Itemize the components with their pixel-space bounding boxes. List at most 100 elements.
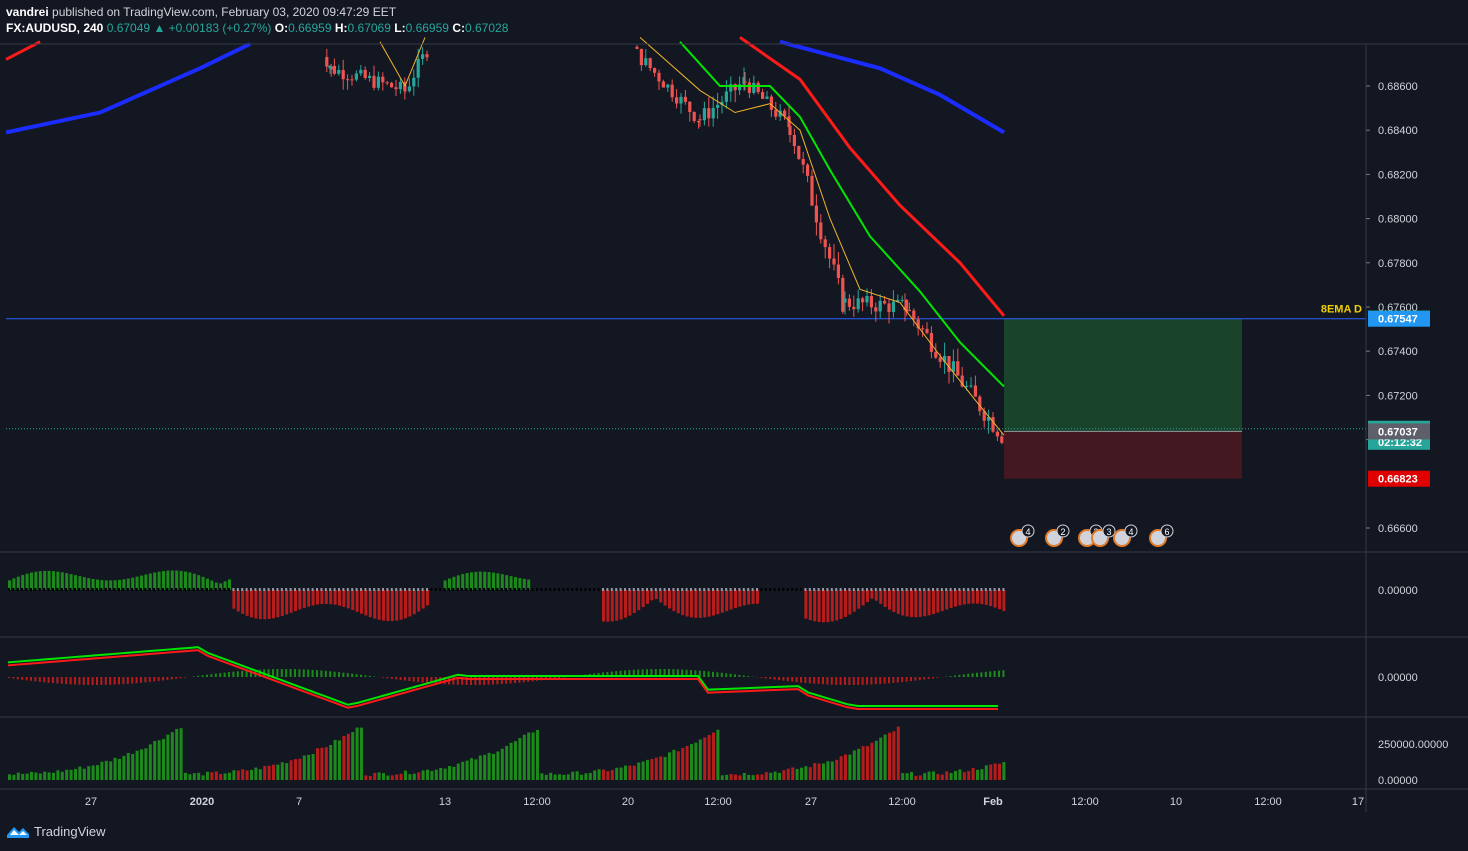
macd-histogram-bar xyxy=(949,676,952,677)
squeeze-dot xyxy=(989,588,992,591)
squeeze-dot xyxy=(949,588,952,591)
squeeze-dot xyxy=(918,588,921,591)
volume-bar xyxy=(879,737,883,780)
macd-histogram-bar xyxy=(628,670,631,677)
time-tick-label: 13 xyxy=(439,796,451,808)
macd-histogram-bar xyxy=(712,671,714,677)
candle xyxy=(648,58,652,69)
macd-histogram-bar xyxy=(232,671,235,677)
volume-bar xyxy=(540,773,544,780)
macd-histogram-bar xyxy=(131,677,134,684)
histogram-bar xyxy=(940,590,944,612)
tradingview-logo[interactable]: TradingView xyxy=(6,823,106,839)
macd-histogram-bar xyxy=(817,677,820,684)
squeeze-dot xyxy=(135,588,138,591)
squeeze-dot xyxy=(140,588,142,591)
macd-histogram-bar xyxy=(386,677,389,679)
candle xyxy=(328,65,332,69)
price-tick-label: 0.67800 xyxy=(1378,258,1418,270)
squeeze-dot xyxy=(729,588,732,591)
volume-bar xyxy=(870,742,874,780)
squeeze-dot xyxy=(905,588,908,591)
volume-bar xyxy=(329,745,333,780)
macd-histogram-bar xyxy=(478,677,481,685)
squeeze-dot xyxy=(954,588,956,591)
histogram-bar xyxy=(368,590,372,618)
squeeze-dot xyxy=(874,588,877,591)
volume-bar xyxy=(333,739,337,780)
price-label-text: 02:12:32 xyxy=(1378,437,1422,449)
macd-histogram-bar xyxy=(500,677,503,685)
macd-histogram-bar xyxy=(456,677,459,685)
histogram-bar xyxy=(175,570,179,590)
position-tool[interactable] xyxy=(1004,318,1242,479)
squeeze-dot xyxy=(861,588,864,591)
author-name[interactable]: vandrei xyxy=(6,5,49,19)
macd-histogram-bar xyxy=(654,669,657,677)
squeeze-dot xyxy=(676,588,679,591)
histogram-bar xyxy=(289,590,293,613)
squeeze-dot xyxy=(663,588,666,591)
histogram-bar xyxy=(830,590,834,622)
squeeze-dot xyxy=(430,588,433,591)
symbol-label[interactable]: FX:AUDUSD, 240 xyxy=(6,21,104,35)
candle xyxy=(761,92,765,99)
candle xyxy=(783,110,787,117)
ema-blue-line xyxy=(5,42,251,135)
histogram-bar xyxy=(232,590,236,609)
histogram-bar xyxy=(962,590,966,605)
price-label-text: 0.67547 xyxy=(1378,314,1418,326)
last-price: 0.67049 xyxy=(106,21,151,35)
squeeze-dot xyxy=(888,588,890,591)
histogram-bar xyxy=(74,575,77,590)
macd-histogram-bar xyxy=(126,677,129,684)
squeeze-dot xyxy=(976,588,978,591)
volume-bar xyxy=(65,769,69,780)
volume-bar xyxy=(74,768,77,780)
macd-histogram-bar xyxy=(65,677,68,685)
macd-histogram-bar xyxy=(166,677,169,680)
macd-histogram-bar xyxy=(615,671,618,677)
volume-bar xyxy=(835,759,839,780)
histogram-bar xyxy=(276,590,280,618)
squeeze-dot xyxy=(38,588,41,591)
macd-histogram-bar xyxy=(192,676,195,677)
squeeze-dot xyxy=(153,588,156,591)
economic-events[interactable]: 423346 xyxy=(1010,524,1174,547)
candle xyxy=(801,158,805,165)
time-tick-label: 12:00 xyxy=(704,796,732,808)
volume-bar xyxy=(311,754,315,780)
macd-histogram-bar xyxy=(690,669,692,677)
volume-bar xyxy=(910,772,913,780)
histogram-bar xyxy=(21,575,25,590)
squeeze-dot xyxy=(549,588,552,591)
macd-histogram-bar xyxy=(716,672,719,677)
histogram-bar xyxy=(932,590,935,615)
histogram-bar xyxy=(518,578,522,590)
macd-histogram-bar xyxy=(426,677,428,683)
volume-bar xyxy=(478,755,482,780)
histogram-bar xyxy=(971,590,975,604)
time-tick-label: 12:00 xyxy=(1071,796,1099,808)
time-tick-label: Feb xyxy=(983,796,1003,808)
macd-histogram-bar xyxy=(258,669,261,677)
squeeze-dot xyxy=(478,588,481,591)
histogram-bar xyxy=(219,583,223,590)
macd-histogram-bar xyxy=(382,677,384,678)
macd-histogram-bar xyxy=(184,677,186,678)
price-tick-label: 0.67400 xyxy=(1378,346,1418,358)
volume-bar xyxy=(434,769,438,780)
histogram-bar xyxy=(126,578,130,590)
volume-bar xyxy=(527,732,531,780)
volume-bar xyxy=(197,772,201,780)
squeeze-dot xyxy=(285,588,288,591)
histogram-bar xyxy=(685,590,689,617)
volume-bar xyxy=(602,769,605,780)
squeeze-dot xyxy=(434,588,437,591)
histogram-bar xyxy=(377,590,381,620)
volume-bar xyxy=(984,765,988,780)
volume-bar xyxy=(734,774,737,780)
volume-bar xyxy=(927,771,931,780)
candle xyxy=(376,76,380,88)
